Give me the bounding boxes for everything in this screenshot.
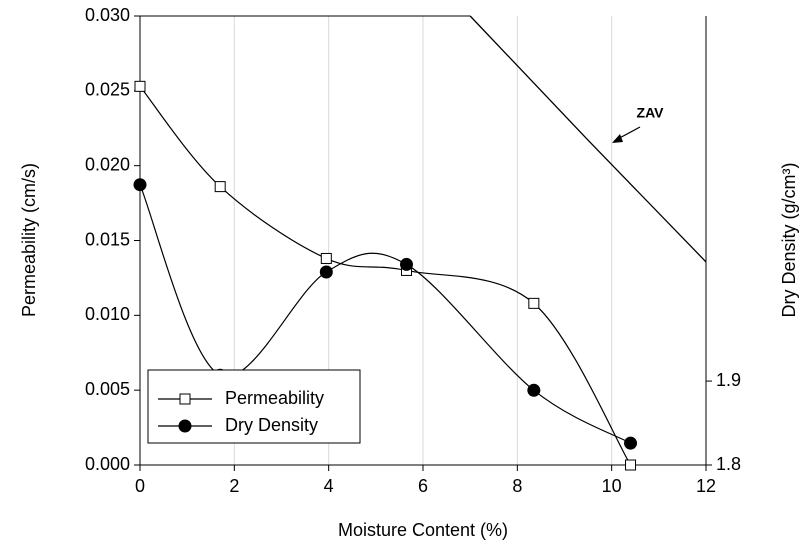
y-tick-label: 0.010 (85, 304, 130, 324)
x-tick-label: 2 (229, 476, 239, 496)
data-point (320, 252, 332, 264)
data-point (527, 383, 541, 397)
zav-arrowhead (612, 134, 623, 143)
y-tick-label: 0.015 (85, 229, 130, 249)
data-point (319, 265, 333, 279)
legend-label: Dry Density (225, 415, 318, 435)
data-point (133, 178, 147, 192)
data-point (399, 257, 413, 271)
series-line (139, 85, 632, 466)
zav-label: ZAV (637, 105, 665, 121)
data-point (214, 181, 226, 193)
y-tick-label: 0.005 (85, 379, 130, 399)
y-tick-label: 0.025 (85, 80, 130, 100)
legend-marker (178, 419, 192, 433)
data-point (528, 297, 540, 309)
y-tick-label: 0.030 (85, 5, 130, 25)
data-point (134, 80, 146, 92)
legend-label: Permeability (225, 388, 324, 408)
zav-line (469, 15, 707, 263)
y2-tick-label: 1.8 (716, 454, 741, 474)
y-tick-label: 0.000 (85, 454, 130, 474)
x-tick-label: 0 (135, 476, 145, 496)
y2-axis-title: Dry Density (g/cm³) (779, 162, 799, 317)
x-tick-label: 4 (324, 476, 334, 496)
x-tick-label: 12 (696, 476, 716, 496)
y-axis-title: Permeability (cm/s) (19, 163, 39, 317)
x-tick-label: 8 (512, 476, 522, 496)
x-axis-title: Moisture Content (%) (338, 520, 508, 540)
y-tick-label: 0.020 (85, 154, 130, 174)
legend-box (147, 369, 361, 444)
x-tick-label: 6 (418, 476, 428, 496)
data-point (624, 436, 638, 450)
legend-marker (179, 393, 191, 405)
data-point (625, 459, 637, 471)
y2-tick-label: 1.9 (716, 370, 741, 390)
x-tick-label: 10 (602, 476, 622, 496)
